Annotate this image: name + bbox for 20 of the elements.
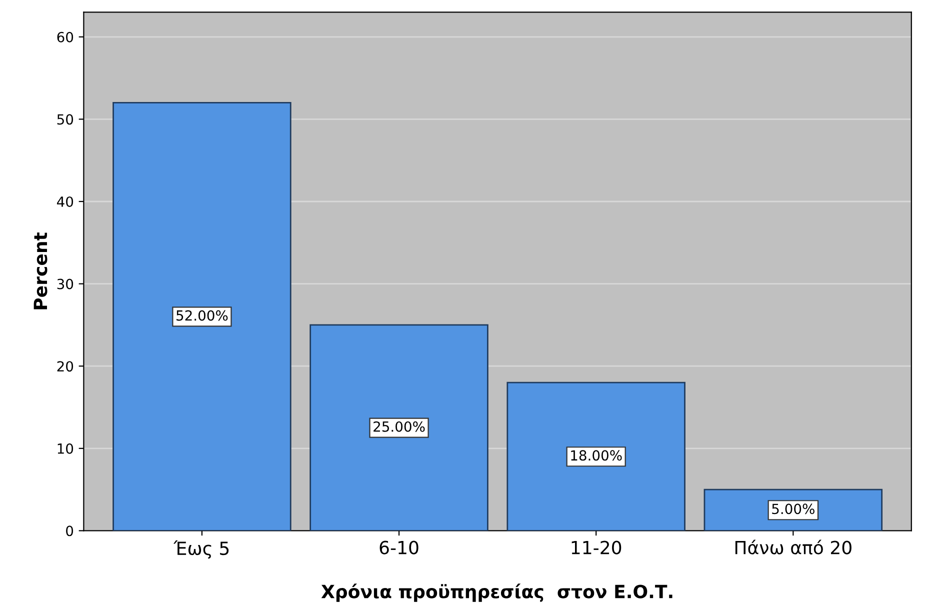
y-tick-label: 20	[57, 361, 74, 372]
x-axis-title: Χρόνια προϋπηρεσίας στον Ε.Ο.Τ.	[321, 584, 672, 602]
y-tick-label: 30	[57, 278, 74, 290]
data-label: 52.00%	[176, 310, 228, 321]
x-tick-label: Πάνω από 20	[735, 540, 852, 554]
y-tick-label: 60	[57, 32, 74, 42]
bar	[506, 382, 686, 531]
y-axis-title: Percent	[34, 232, 48, 310]
bar	[310, 324, 488, 531]
y-tick-label: 40	[56, 196, 74, 207]
y-tick-label: 0	[66, 526, 74, 536]
x-tick-label: 11-20	[572, 540, 622, 554]
data-label: 25.00%	[374, 421, 425, 432]
x-tick-label: 6-10	[380, 540, 418, 554]
data-label: 18.00%	[571, 450, 622, 461]
y-tick-label: 50	[57, 114, 74, 125]
x-tick-label: Έως 5	[174, 540, 229, 559]
bar	[112, 102, 292, 531]
y-tick-label: 10	[58, 443, 74, 454]
data-label: 5.00%	[772, 504, 814, 514]
